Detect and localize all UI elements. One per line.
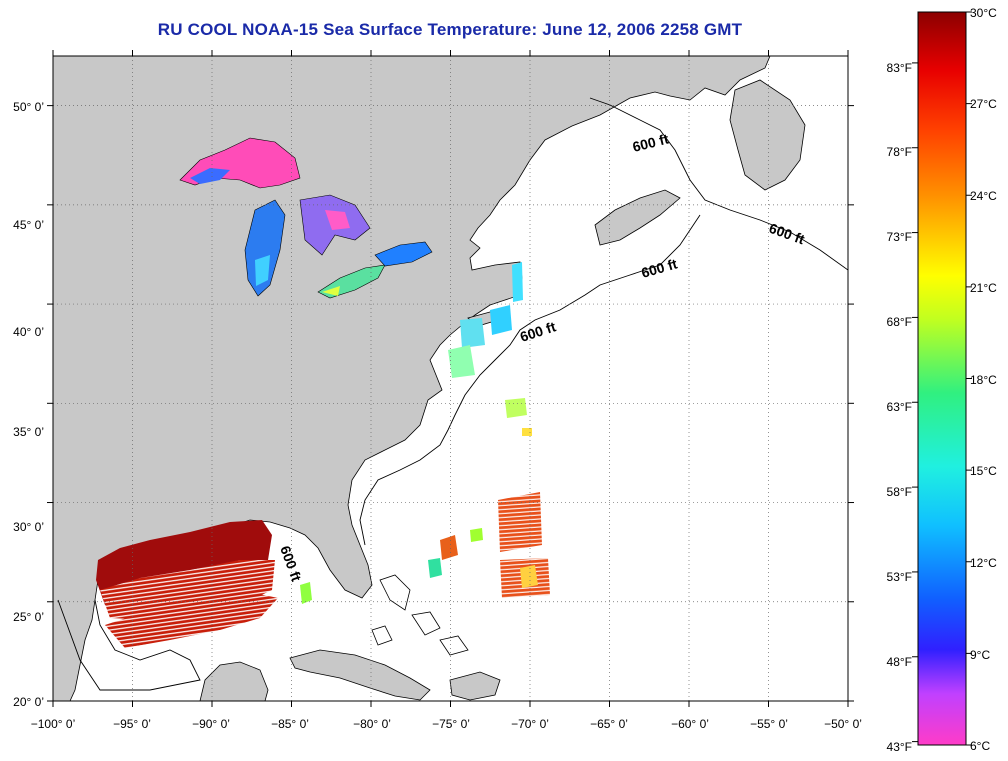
lon-tick-label: −90° 0’ xyxy=(192,717,230,731)
lat-tick-label: 30° 0’ xyxy=(13,520,44,534)
colorbar-c-label: 9°C xyxy=(970,648,990,662)
colorbar-c-label: 24°C xyxy=(970,189,997,203)
colorbar-f-label: 73°F xyxy=(887,230,912,244)
land-nova-scotia xyxy=(594,189,681,246)
colorbar-c-label: 21°C xyxy=(970,281,997,295)
lon-tick-label: −95° 0’ xyxy=(113,717,151,731)
colorbar-f-label: 53°F xyxy=(887,570,912,584)
lake-michigan xyxy=(244,199,286,297)
colorbar: 30°C 27°C 24°C 21°C 18°C 15°C 12°C 9°C 6… xyxy=(887,6,998,754)
colorbar-f-label: 83°F xyxy=(887,61,912,75)
lat-tick-label: 40° 0’ xyxy=(13,325,44,339)
colorbar-fahrenheit-labels: 83°F 78°F 73°F 68°F 63°F 58°F 53°F 48°F … xyxy=(887,61,912,754)
lon-tick-label: −65° 0’ xyxy=(590,717,628,731)
lat-tick-label: 45° 0’ xyxy=(13,218,44,232)
colorbar-f-label: 48°F xyxy=(887,655,912,669)
great-lakes-sst xyxy=(179,137,433,299)
lon-tick-label: −85° 0’ xyxy=(271,717,309,731)
lon-tick-label: −75° 0’ xyxy=(432,717,470,731)
lat-tick-label: 50° 0’ xyxy=(13,100,44,114)
colorbar-f-label: 68°F xyxy=(887,315,912,329)
lon-labels: −100° 0’ −95° 0’ −90° 0’ −85° 0’ −80° 0’… xyxy=(31,717,862,731)
atlantic-sst xyxy=(300,262,550,604)
lon-tick-label: −100° 0’ xyxy=(31,717,76,731)
land-yucatan xyxy=(199,661,269,701)
lat-tick-label: 35° 0’ xyxy=(13,425,44,439)
lat-labels: 20° 0’ 25° 0’ 30° 0’ 35° 0’ 40° 0’ 45° 0… xyxy=(13,100,44,709)
lat-tick-label: 25° 0’ xyxy=(13,610,44,624)
lon-tick-label: −80° 0’ xyxy=(353,717,391,731)
colorbar-gradient xyxy=(917,11,967,746)
colorbar-f-label: 63°F xyxy=(887,400,912,414)
land-cuba xyxy=(289,649,431,701)
colorbar-f-label: 43°F xyxy=(887,740,912,754)
colorbar-c-label: 15°C xyxy=(970,464,997,478)
lon-tick-label: −55° 0’ xyxy=(750,717,788,731)
colorbar-c-label: 18°C xyxy=(970,373,997,387)
colorbar-f-label: 78°F xyxy=(887,145,912,159)
lon-tick-label: −70° 0’ xyxy=(511,717,549,731)
colorbar-c-label: 30°C xyxy=(970,6,997,20)
colorbar-celsius-labels: 30°C 27°C 24°C 21°C 18°C 15°C 12°C 9°C 6… xyxy=(970,6,997,753)
colorbar-c-label: 6°C xyxy=(970,739,990,753)
graticule xyxy=(53,56,848,701)
lake-ontario xyxy=(374,241,433,267)
colorbar-c-label: 27°C xyxy=(970,97,997,111)
lon-tick-label: −60° 0’ xyxy=(671,717,709,731)
lon-tick-label: −50° 0’ xyxy=(824,717,862,731)
bahamas-outline xyxy=(371,574,469,656)
axis-ticks xyxy=(47,50,854,707)
land-newfoundland xyxy=(729,79,806,191)
land-hispaniola xyxy=(449,671,501,701)
colorbar-f-label: 58°F xyxy=(887,485,912,499)
map-title: RU COOL NOAA-15 Sea Surface Temperature:… xyxy=(157,20,743,39)
lat-tick-label: 20° 0’ xyxy=(13,695,44,709)
isobath-600ft xyxy=(57,97,848,691)
colorbar-c-label: 12°C xyxy=(970,556,997,570)
gulf-sst xyxy=(96,520,278,648)
